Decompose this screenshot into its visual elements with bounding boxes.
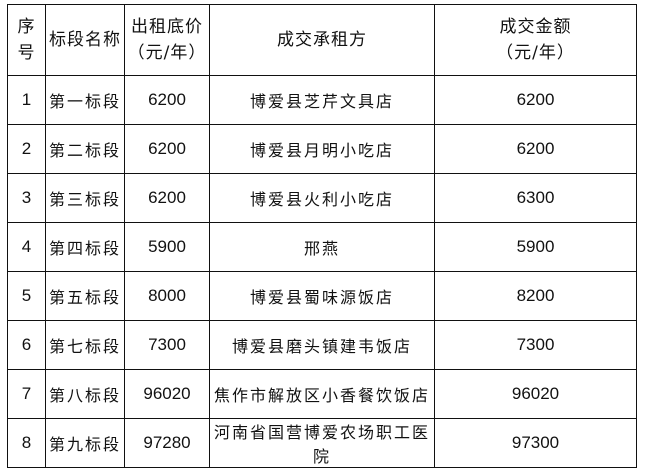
- base-price: 8000: [124, 271, 210, 321]
- table-row: 6 第七标段 7300 博爱县磨头镇建韦饭店 7300: [7, 320, 637, 370]
- table-row: 4 第四标段 5900 邢燕 5900: [7, 222, 637, 272]
- row-index: 8: [7, 418, 46, 468]
- lessee-name: 博爱县芝芹文具店: [209, 75, 435, 125]
- section-name: 第五标段: [45, 271, 125, 321]
- lessee-name: 博爱县磨头镇建韦饭店: [209, 320, 435, 370]
- deal-amount: 6200: [434, 124, 637, 174]
- deal-amount: 96020: [434, 369, 637, 419]
- base-price: 97280: [124, 418, 210, 468]
- base-price: 6200: [124, 75, 210, 125]
- header-lessee: 成交承租方: [209, 4, 435, 76]
- deal-amount: 5900: [434, 222, 637, 272]
- deal-amount: 6300: [434, 173, 637, 223]
- section-name: 第七标段: [45, 320, 125, 370]
- lessee-name: 博爱县蜀味源饭店: [209, 271, 435, 321]
- base-price: 5900: [124, 222, 210, 272]
- lessee-name: 博爱县月明小吃店: [209, 124, 435, 174]
- deal-amount: 97300: [434, 418, 637, 468]
- table-row: 5 第五标段 8000 博爱县蜀味源饭店 8200: [7, 271, 637, 321]
- lessee-name: 邢燕: [209, 222, 435, 272]
- header-section: 标段名称: [45, 4, 125, 76]
- section-name: 第二标段: [45, 124, 125, 174]
- deal-amount: 8200: [434, 271, 637, 321]
- lessee-name: 博爱县火利小吃店: [209, 173, 435, 223]
- row-index: 6: [7, 320, 46, 370]
- row-index: 3: [7, 173, 46, 223]
- header-index: 序号: [7, 4, 46, 76]
- row-index: 4: [7, 222, 46, 272]
- header-deal-amount: 成交金额 （元/年）: [434, 4, 637, 76]
- table-row: 7 第八标段 96020 焦作市解放区小香餐饮饭店 96020: [7, 369, 637, 419]
- base-price: 6200: [124, 173, 210, 223]
- section-name: 第一标段: [45, 75, 125, 125]
- row-index: 1: [7, 75, 46, 125]
- section-name: 第九标段: [45, 418, 125, 468]
- row-index: 7: [7, 369, 46, 419]
- base-price: 7300: [124, 320, 210, 370]
- base-price: 96020: [124, 369, 210, 419]
- lessee-name: 河南省国营博爱农场职工医院: [209, 418, 435, 468]
- header-row: 序号 标段名称 出租底价 （元/年） 成交承租方 成交金额 （元/年）: [7, 4, 637, 76]
- table-row: 3 第三标段 6200 博爱县火利小吃店 6300: [7, 173, 637, 223]
- table-row: 1 第一标段 6200 博爱县芝芹文具店 6200: [7, 75, 637, 125]
- section-name: 第八标段: [45, 369, 125, 419]
- table-row: 8 第九标段 97280 河南省国营博爱农场职工医院 97300: [7, 418, 637, 468]
- lessee-name: 焦作市解放区小香餐饮饭店: [209, 369, 435, 419]
- deal-amount: 6200: [434, 75, 637, 125]
- header-base-price: 出租底价 （元/年）: [124, 4, 210, 76]
- section-name: 第四标段: [45, 222, 125, 272]
- section-name: 第三标段: [45, 173, 125, 223]
- base-price: 6200: [124, 124, 210, 174]
- row-index: 2: [7, 124, 46, 174]
- deal-amount: 7300: [434, 320, 637, 370]
- row-index: 5: [7, 271, 46, 321]
- table-row: 2 第二标段 6200 博爱县月明小吃店 6200: [7, 124, 637, 174]
- lease-results-table: 序号 标段名称 出租底价 （元/年） 成交承租方 成交金额 （元/年） 1 第一标段 6…: [7, 4, 637, 468]
